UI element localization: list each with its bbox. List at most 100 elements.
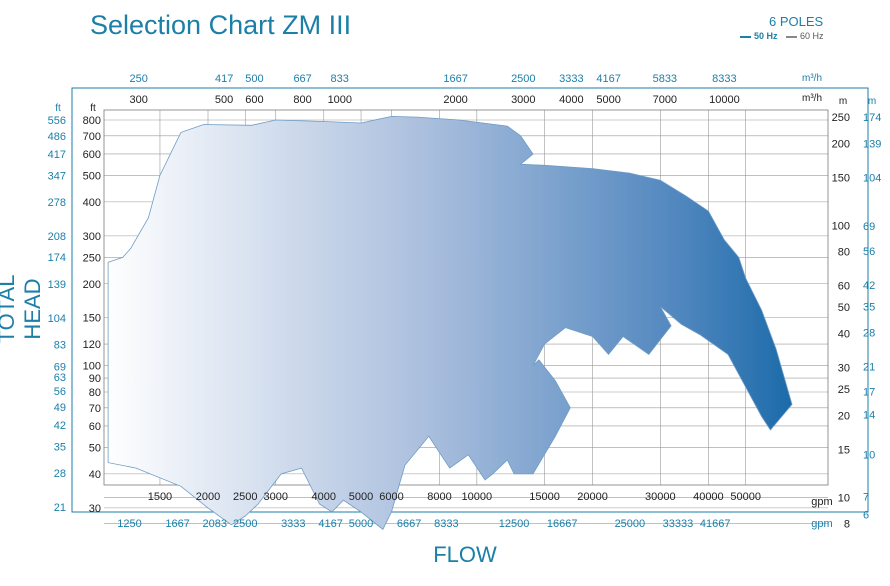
y-tick-label-ft: 80 — [89, 387, 101, 399]
y-tick-label-ft-secondary: 63 — [54, 372, 66, 384]
x-tick-label-m3h-secondary: 2500 — [511, 73, 535, 85]
y-tick-label-m: 250 — [832, 112, 850, 124]
x-tick-label-m3h-secondary: 8333 — [712, 73, 736, 85]
x-tick-label-gpm: 15000 — [529, 491, 560, 503]
x-tick-label-gpm-secondary: 3333 — [281, 518, 305, 530]
y-tick-label-m-secondary: 7 — [863, 491, 869, 503]
legend-swatch-60hz — [786, 35, 798, 38]
x-tick-label-gpm: 2000 — [196, 491, 220, 503]
y-tick-label-ft: 250 — [83, 252, 101, 264]
y-tick-label-ft-secondary: 35 — [54, 442, 66, 454]
y-tick-label-m-secondary: 21 — [863, 362, 875, 374]
x-tick-label-m3h: 3000 — [511, 94, 535, 106]
x-tick-label-m3h-secondary: 250 — [130, 73, 148, 85]
x-tick-label-m3h-secondary: 5833 — [653, 73, 677, 85]
legend-swatch-50hz — [740, 35, 751, 38]
y-tick-label-m-secondary: 35 — [863, 301, 875, 313]
y-tick-label-ft-secondary: 56 — [54, 386, 66, 398]
legend-label-60hz: 60 Hz — [800, 31, 824, 41]
x-tick-label-gpm: 20000 — [577, 491, 608, 503]
y-tick-label-m-secondary: 6 — [863, 510, 869, 522]
y-tick-label-ft: 700 — [83, 131, 101, 143]
x-tick-label-gpm-secondary: 8333 — [434, 518, 458, 530]
y-tick-label-ft: 70 — [89, 403, 101, 415]
x-tick-label-gpm-secondary: 1667 — [165, 518, 189, 530]
x-tick-label-m3h-secondary: 4167 — [596, 73, 620, 85]
poles-label: 6 POLES — [769, 14, 824, 29]
x-tick-label-m3h: 600 — [245, 94, 263, 106]
y-tick-label-ft-secondary: 42 — [54, 420, 66, 432]
y-tick-label-ft: 400 — [83, 197, 101, 209]
x-unit-m3h-secondary: m³/h — [802, 73, 822, 84]
y-tick-label-m: 10 — [838, 492, 850, 504]
x-tick-label-gpm: 10000 — [462, 491, 493, 503]
x-tick-label-gpm: 8000 — [427, 491, 451, 503]
y-tick-label-ft: 150 — [83, 313, 101, 325]
y-tick-label-m-secondary: 10 — [863, 449, 875, 461]
x-tick-label-gpm: 2500 — [233, 491, 257, 503]
y-tick-label-m: 50 — [838, 302, 850, 314]
x-unit-m3h: m³/h — [802, 93, 822, 104]
x-tick-label-gpm-secondary: 25000 — [615, 518, 646, 530]
x-tick-label-m3h: 7000 — [653, 94, 677, 106]
x-tick-label-m3h-secondary: 3333 — [559, 73, 583, 85]
x-tick-label-m3h-secondary: 500 — [245, 73, 263, 85]
y-tick-label-m: 150 — [832, 172, 850, 184]
outer-frame — [71, 87, 869, 513]
y-tick-label-m-secondary: 69 — [863, 221, 875, 233]
y-tick-label-m: 20 — [838, 410, 850, 422]
x-tick-label-gpm-secondary: 33333 — [663, 518, 694, 530]
y-tick-label-ft-secondary: 417 — [48, 149, 66, 161]
y-tick-label-ft: 100 — [83, 361, 101, 373]
y-tick-label-ft-secondary: 139 — [48, 279, 66, 291]
x-tick-label-gpm: 1500 — [148, 491, 172, 503]
x-tick-label-m3h: 300 — [130, 94, 148, 106]
y-tick-label-m-secondary: 14 — [863, 410, 875, 422]
y-axis-title: TOTAL HEAD — [0, 274, 45, 344]
x-tick-label-gpm: 3000 — [263, 491, 287, 503]
y-tick-label-m-secondary: 28 — [863, 328, 875, 340]
x-tick-label-gpm-secondary: 41667 — [700, 518, 731, 530]
y-tick-label-ft-secondary: 49 — [54, 402, 66, 414]
y-tick-label-ft: 40 — [89, 469, 101, 481]
plot-frame — [103, 109, 829, 486]
y-tick-label-m: 30 — [838, 363, 850, 375]
y-tick-label-m: 25 — [838, 384, 850, 396]
x-tick-label-gpm-secondary: 6667 — [397, 518, 421, 530]
y-tick-label-m-secondary: 104 — [863, 173, 881, 185]
x-tick-label-gpm-secondary: 1250 — [117, 518, 141, 530]
y-tick-label-ft: 500 — [83, 171, 101, 183]
y-tick-label-ft-secondary: 486 — [48, 131, 66, 143]
x-tick-label-gpm-secondary: 12500 — [499, 518, 530, 530]
y-unit-ft: ft — [90, 103, 96, 114]
y-tick-label-ft: 300 — [83, 231, 101, 243]
x-tick-label-m3h: 1000 — [328, 94, 352, 106]
x-tick-label-gpm-secondary: 16667 — [547, 518, 578, 530]
chart-title: Selection Chart ZM III — [90, 10, 352, 40]
y-tick-label-m-secondary: 42 — [863, 280, 875, 292]
x-tick-label-m3h-secondary: 417 — [215, 73, 233, 85]
y-tick-label-ft-secondary: 28 — [54, 468, 66, 480]
y-tick-label-m-secondary: 139 — [863, 138, 881, 150]
x-tick-label-gpm: 5000 — [349, 491, 373, 503]
x-tick-label-m3h: 800 — [293, 94, 311, 106]
y-tick-label-ft: 90 — [89, 373, 101, 385]
y-tick-label-m: 100 — [832, 220, 850, 232]
y-tick-label-ft-secondary: 208 — [48, 231, 66, 243]
y-tick-label-m: 80 — [838, 247, 850, 259]
x-tick-label-m3h-secondary: 1667 — [443, 73, 467, 85]
x-tick-label-gpm: 40000 — [693, 491, 724, 503]
y-tick-label-m-secondary: 56 — [863, 246, 875, 258]
x-unit-gpm-secondary: gpm — [811, 518, 832, 530]
y-tick-label-ft: 800 — [83, 115, 101, 127]
y-tick-label-ft: 600 — [83, 149, 101, 161]
y-unit-m: m — [839, 96, 847, 107]
x-tick-label-m3h-secondary: 667 — [293, 73, 311, 85]
y-tick-label-ft: 200 — [83, 279, 101, 291]
y-tick-label-m: 15 — [838, 444, 850, 456]
x-tick-label-m3h: 500 — [215, 94, 233, 106]
y-tick-label-ft: 120 — [83, 339, 101, 351]
x-tick-label-gpm: 6000 — [379, 491, 403, 503]
x-tick-label-gpm-secondary: 5000 — [349, 518, 373, 530]
y-tick-label-ft-secondary: 83 — [54, 340, 66, 352]
